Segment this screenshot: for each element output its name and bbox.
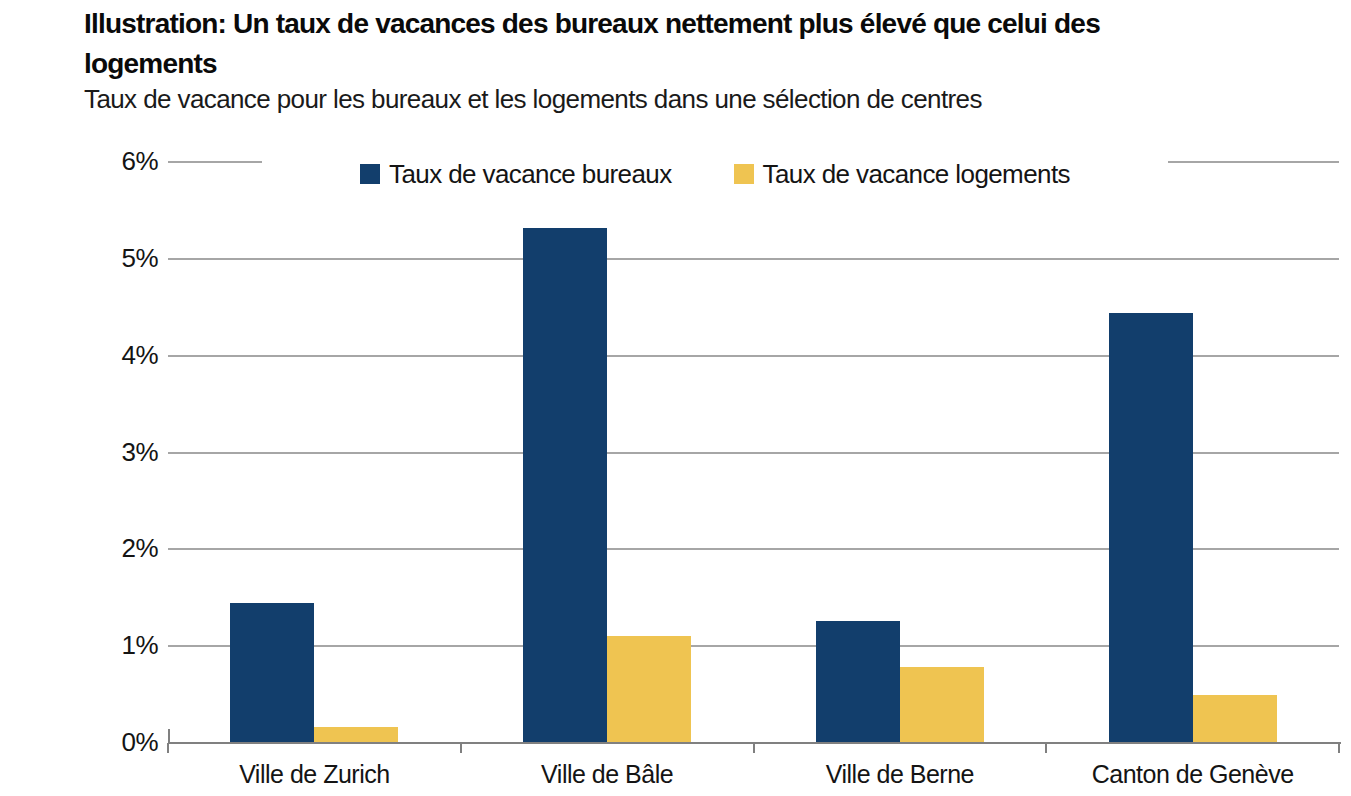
category-label: Ville de Berne <box>750 760 1050 789</box>
category-label: Ville de Zurich <box>164 760 464 789</box>
category-label: Canton de Genève <box>1043 760 1343 789</box>
plot-area: Taux de vacance bureaux Taux de vacance … <box>0 0 1351 796</box>
x-axis-tick <box>753 743 755 753</box>
y-axis-tick-label: 4% <box>80 340 158 371</box>
legend-item-logements: Taux de vacance logements <box>734 159 1070 190</box>
y-axis-tick-label: 0% <box>80 727 158 758</box>
y-axis-tick-label: 2% <box>80 533 158 564</box>
bar-bureaux-3 <box>816 621 900 743</box>
y-axis-tick-label: 6% <box>80 146 158 177</box>
x-axis-line <box>168 742 1341 744</box>
gridline-5pct <box>168 258 1339 260</box>
bar-bureaux-2 <box>523 228 607 743</box>
bar-logements-4 <box>1193 695 1277 743</box>
bar-logements-3 <box>900 667 984 743</box>
bar-bureaux-1 <box>230 603 314 743</box>
bar-bureaux-4 <box>1109 313 1193 743</box>
legend: Taux de vacance bureaux Taux de vacance … <box>262 156 1168 192</box>
legend-swatch-bureaux-icon <box>360 164 380 184</box>
chart-canvas: Illustration: Un taux de vacances des bu… <box>0 0 1351 796</box>
x-axis-tick <box>167 743 169 753</box>
legend-label-logements: Taux de vacance logements <box>763 159 1070 190</box>
bar-logements-2 <box>607 636 691 743</box>
legend-label-bureaux: Taux de vacance bureaux <box>389 159 672 190</box>
x-axis-left-stub <box>168 729 170 743</box>
legend-item-bureaux: Taux de vacance bureaux <box>360 159 672 190</box>
x-axis-tick <box>1045 743 1047 753</box>
bar-logements-1 <box>314 727 398 743</box>
y-axis-tick-label: 1% <box>80 630 158 661</box>
x-axis-tick <box>1338 743 1340 753</box>
category-label: Ville de Bâle <box>457 760 757 789</box>
y-axis-tick-label: 3% <box>80 437 158 468</box>
x-axis-tick <box>460 743 462 753</box>
y-axis-tick-label: 5% <box>80 243 158 274</box>
legend-swatch-logements-icon <box>734 164 754 184</box>
